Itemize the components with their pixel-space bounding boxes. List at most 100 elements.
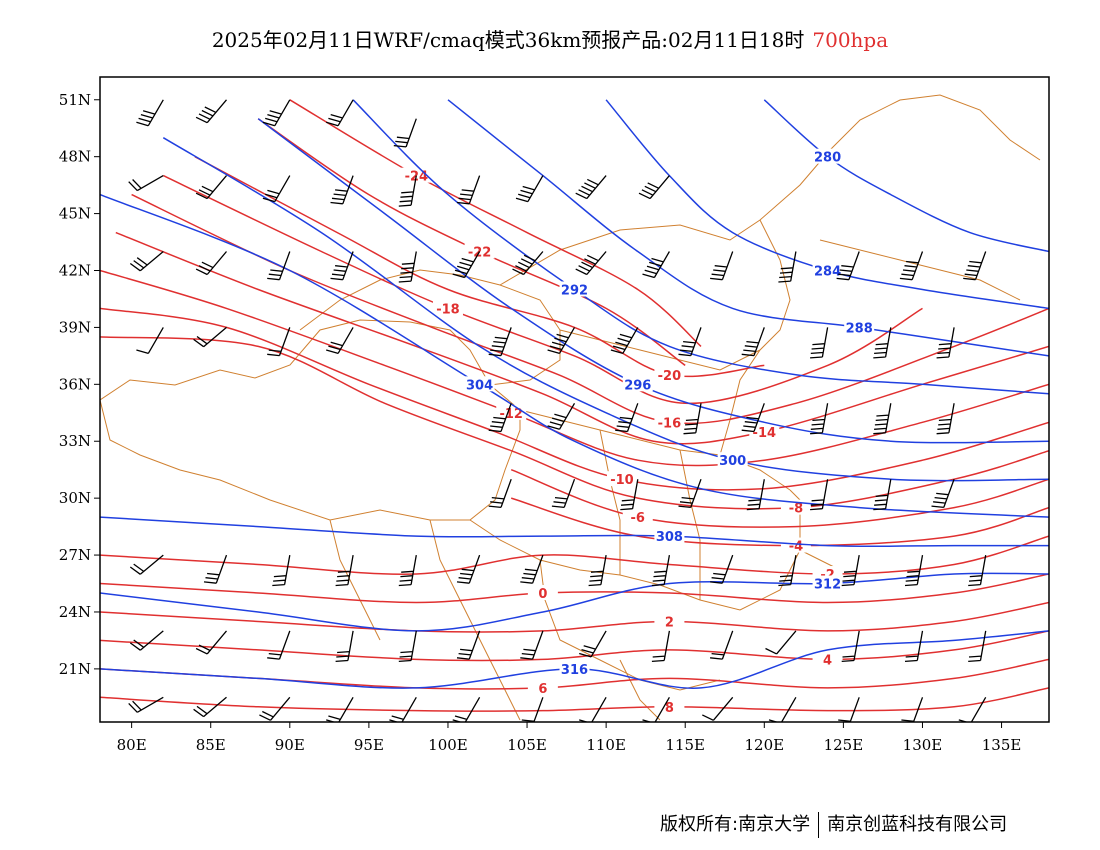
wind-barb: [904, 554, 924, 587]
wind-barb: [615, 403, 639, 433]
isotherm-label: 6: [538, 682, 547, 697]
wind-barb: [398, 175, 417, 207]
lat-tick-label: 42N: [59, 262, 91, 280]
wind-barb: [968, 554, 987, 587]
wind-barb: [678, 478, 702, 509]
geopotential-label-bg: [464, 376, 495, 392]
geopotential-label: 296: [624, 378, 651, 393]
isotherm-label-bg: [464, 243, 495, 259]
wind-barb: [547, 402, 576, 430]
wind-barb: [778, 554, 797, 587]
geopotential-label-bg: [812, 575, 843, 591]
isotherm-line: [100, 307, 1049, 491]
lon-tick-label: 85E: [196, 736, 226, 754]
wind-barb: [841, 554, 860, 587]
isotherm-label: -8: [789, 502, 803, 517]
wind-barb: [638, 175, 670, 200]
wind-barb: [838, 697, 860, 722]
isotherm-label: -18: [436, 302, 460, 317]
isotherm-label-bg: [527, 679, 558, 695]
wind-barb: [610, 327, 639, 355]
wind-barb: [958, 696, 987, 722]
lon-tick-label: 105E: [507, 736, 547, 754]
wind-barb: [810, 479, 829, 511]
lat-tick-label: 21N: [59, 660, 91, 678]
wind-barb: [456, 175, 481, 205]
longitude-axis: 80E 85E 90E 95E 100E 105E 110E 115E 120E 125E 130E…: [117, 722, 1022, 754]
wind-barb: [579, 696, 607, 722]
wind-barb: [904, 630, 924, 663]
wind-barb: [193, 326, 227, 348]
wind-barb: [678, 327, 702, 357]
isotherm-line: [100, 630, 1049, 662]
wind-barb: [873, 403, 892, 435]
isotherm-label-bg: [606, 471, 637, 487]
wind-barb: [203, 554, 228, 584]
wind-barb: [841, 630, 860, 663]
lat-tick-label: 45N: [59, 205, 91, 223]
geopotential-label-bg: [812, 148, 843, 164]
isotherm-label: -20: [658, 369, 682, 384]
isotherm-line: [100, 269, 1049, 467]
wind-barb: [262, 99, 291, 127]
geopotential-line: [763, 99, 1049, 253]
map-frame: [99, 76, 1050, 723]
wind-barb: [335, 630, 354, 663]
geopotential-label-bg: [654, 528, 685, 544]
isotherm-label: -22: [468, 246, 492, 261]
geopotential-line: [100, 516, 1049, 548]
geopotential-label: 280: [814, 151, 841, 166]
wind-barb: [710, 554, 734, 584]
lon-tick-label: 120E: [745, 736, 785, 754]
lat-tick-label: 27N: [59, 546, 91, 564]
wind-barb: [193, 696, 227, 718]
wind-barb: [267, 251, 291, 281]
wind-barb: [195, 251, 227, 276]
footer-credits: 版权所有:南京大学 南京创蓝科技有限公司: [660, 810, 1007, 838]
wind-barb: [136, 99, 164, 127]
wind-barb: [651, 630, 671, 663]
isotherm-line: [289, 99, 702, 347]
wind-barb: [931, 478, 955, 509]
isotherm-line: [131, 193, 1049, 425]
lat-tick-label: 30N: [59, 489, 91, 507]
wind-barb: [899, 251, 924, 281]
wind-barb: [195, 99, 227, 124]
wind-barb: [836, 251, 860, 281]
wind-barb: [651, 554, 671, 587]
lon-tick-label: 135E: [982, 736, 1022, 754]
geopotential-line: [100, 630, 1049, 689]
title-level: 700hpa: [812, 28, 889, 52]
geopotential-label-bg: [717, 452, 748, 468]
wind-barb: [936, 403, 955, 435]
temperature-isotherms: -24-22-20-18-16-14-12-10-8-6-4-202468: [100, 99, 1049, 716]
geopotential-label: 284: [814, 265, 841, 280]
wind-barb: [741, 327, 765, 357]
wind-barb: [267, 630, 291, 660]
wind-barb: [521, 697, 544, 722]
isotherm-label-bg: [812, 651, 843, 667]
wind-barb: [710, 630, 734, 660]
wind-barb: [195, 175, 227, 200]
isotherm-label: -4: [789, 540, 803, 555]
geopotential-line: [257, 118, 1049, 444]
wind-barb: [765, 630, 797, 655]
wind-barb: [488, 478, 512, 509]
wind-barb: [456, 554, 481, 584]
wind-barb: [326, 327, 354, 355]
wind-barb: [873, 327, 892, 359]
lat-tick-label: 36N: [59, 375, 91, 393]
isotherm-label-bg: [654, 366, 685, 382]
geopotential-label-bg: [812, 262, 843, 278]
wind-barb: [129, 630, 164, 651]
wind-barb: [873, 479, 892, 511]
isotherm-line: [162, 174, 923, 405]
wind-barb: [936, 327, 955, 359]
wind-barb: [195, 630, 227, 655]
isotherm-line: [257, 118, 686, 367]
lon-tick-label: 115E: [665, 736, 705, 754]
geopotential-line: [352, 99, 1049, 395]
wind-barb: [702, 696, 734, 721]
wind-barb: [551, 478, 576, 509]
isotherm-label: -16: [658, 416, 682, 431]
